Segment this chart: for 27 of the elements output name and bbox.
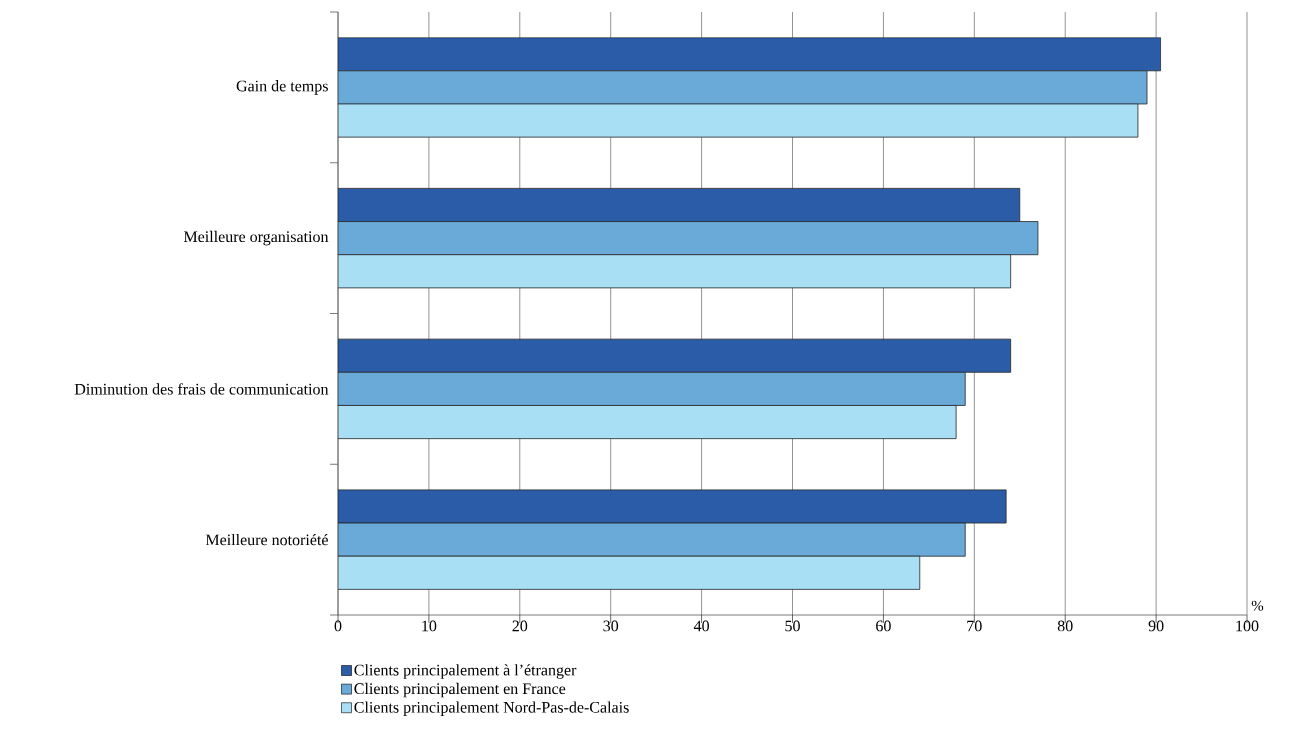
x-axis-title: % (1251, 600, 1264, 611)
legend-label: Clients principalement Nord-Pas-de-Calais (354, 701, 629, 716)
x-tick-label: 60 (876, 620, 891, 632)
x-tick-label: 90 (1148, 620, 1164, 632)
bar (338, 103, 1139, 138)
x-tick-label: 100 (1236, 620, 1259, 632)
bar (338, 371, 966, 406)
x-tick-label: 20 (512, 620, 528, 632)
x-tick-label: 80 (1057, 620, 1073, 632)
bar (338, 522, 966, 557)
bar (338, 254, 1012, 289)
y-tick-label: Meilleure notoriété (205, 534, 328, 546)
y-tick-label: Diminution des frais de communication (74, 383, 329, 395)
y-tick-label: Gain de temps (236, 80, 328, 95)
x-tick-label: 30 (603, 620, 619, 632)
bar (338, 405, 957, 440)
x-tick-label: 10 (422, 620, 437, 632)
x-tick-label: 70 (967, 620, 982, 632)
bar (338, 221, 1039, 256)
legend-label: Clients principalement à l’étranger (354, 664, 577, 679)
y-tick-label: Meilleure organisation (183, 230, 329, 246)
bar (338, 70, 1148, 105)
x-tick-label: 0 (334, 620, 342, 632)
legend-label: Clients principalement en France (354, 682, 566, 698)
bar (338, 555, 921, 590)
x-tick-label: 50 (785, 620, 800, 632)
x-tick-label: 40 (693, 620, 709, 632)
